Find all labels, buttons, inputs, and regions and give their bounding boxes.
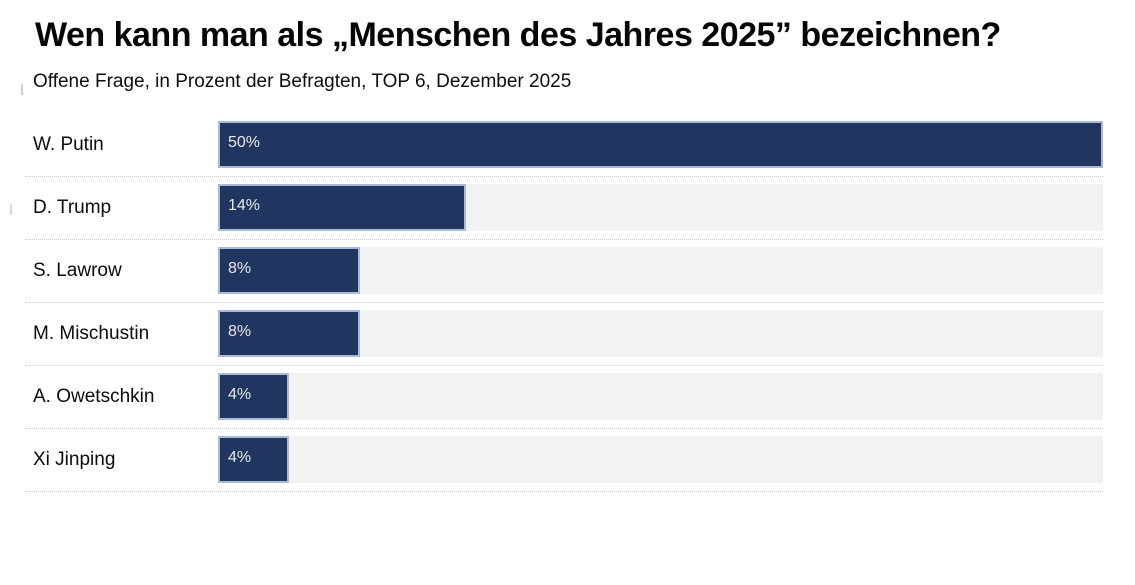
bar-track: 4%	[218, 436, 1103, 483]
category-label: S. Lawrow	[33, 259, 122, 281]
bar-value-label: 4%	[228, 448, 252, 466]
bar-chart: W. Putin 50% D. Trump 14% S. Lawrow 8%	[25, 121, 1103, 499]
chart-title: Wen kann man als „Menschen des Jahres 20…	[35, 16, 1001, 54]
bar-track: 8%	[218, 247, 1103, 294]
bar-track: 4%	[218, 373, 1103, 420]
left-edge-mark	[10, 204, 12, 215]
bar-value-label: 8%	[228, 322, 252, 340]
bar-value-label: 4%	[228, 385, 252, 403]
bar-track: 8%	[218, 310, 1103, 357]
bar: 4%	[218, 373, 289, 420]
left-edge-mark	[21, 84, 23, 95]
bar-row: D. Trump 14%	[25, 184, 1103, 240]
category-label: D. Trump	[33, 196, 112, 218]
bar: 4%	[218, 436, 289, 483]
bar: 8%	[218, 247, 360, 294]
category-label: Xi Jinping	[33, 448, 116, 470]
bar-track: 14%	[218, 184, 1103, 231]
bar-row: M. Mischustin 8%	[25, 310, 1103, 366]
bar-row: A. Owetschkin 4%	[25, 373, 1103, 429]
bar-track: 50%	[218, 121, 1103, 168]
bar-value-label: 8%	[228, 259, 252, 277]
bar: 8%	[218, 310, 360, 357]
chart-subtitle: Offene Frage, in Prozent der Befragten, …	[33, 71, 572, 92]
bar-value-label: 14%	[228, 196, 261, 214]
bar-row: Xi Jinping 4%	[25, 436, 1103, 492]
category-label: A. Owetschkin	[33, 385, 155, 407]
category-label: M. Mischustin	[33, 322, 150, 344]
category-label: W. Putin	[33, 133, 104, 155]
bar-row: W. Putin 50%	[25, 121, 1103, 177]
bar: 14%	[218, 184, 466, 231]
bar-value-label: 50%	[228, 133, 261, 151]
bar-row: S. Lawrow 8%	[25, 247, 1103, 303]
bar: 50%	[218, 121, 1103, 168]
